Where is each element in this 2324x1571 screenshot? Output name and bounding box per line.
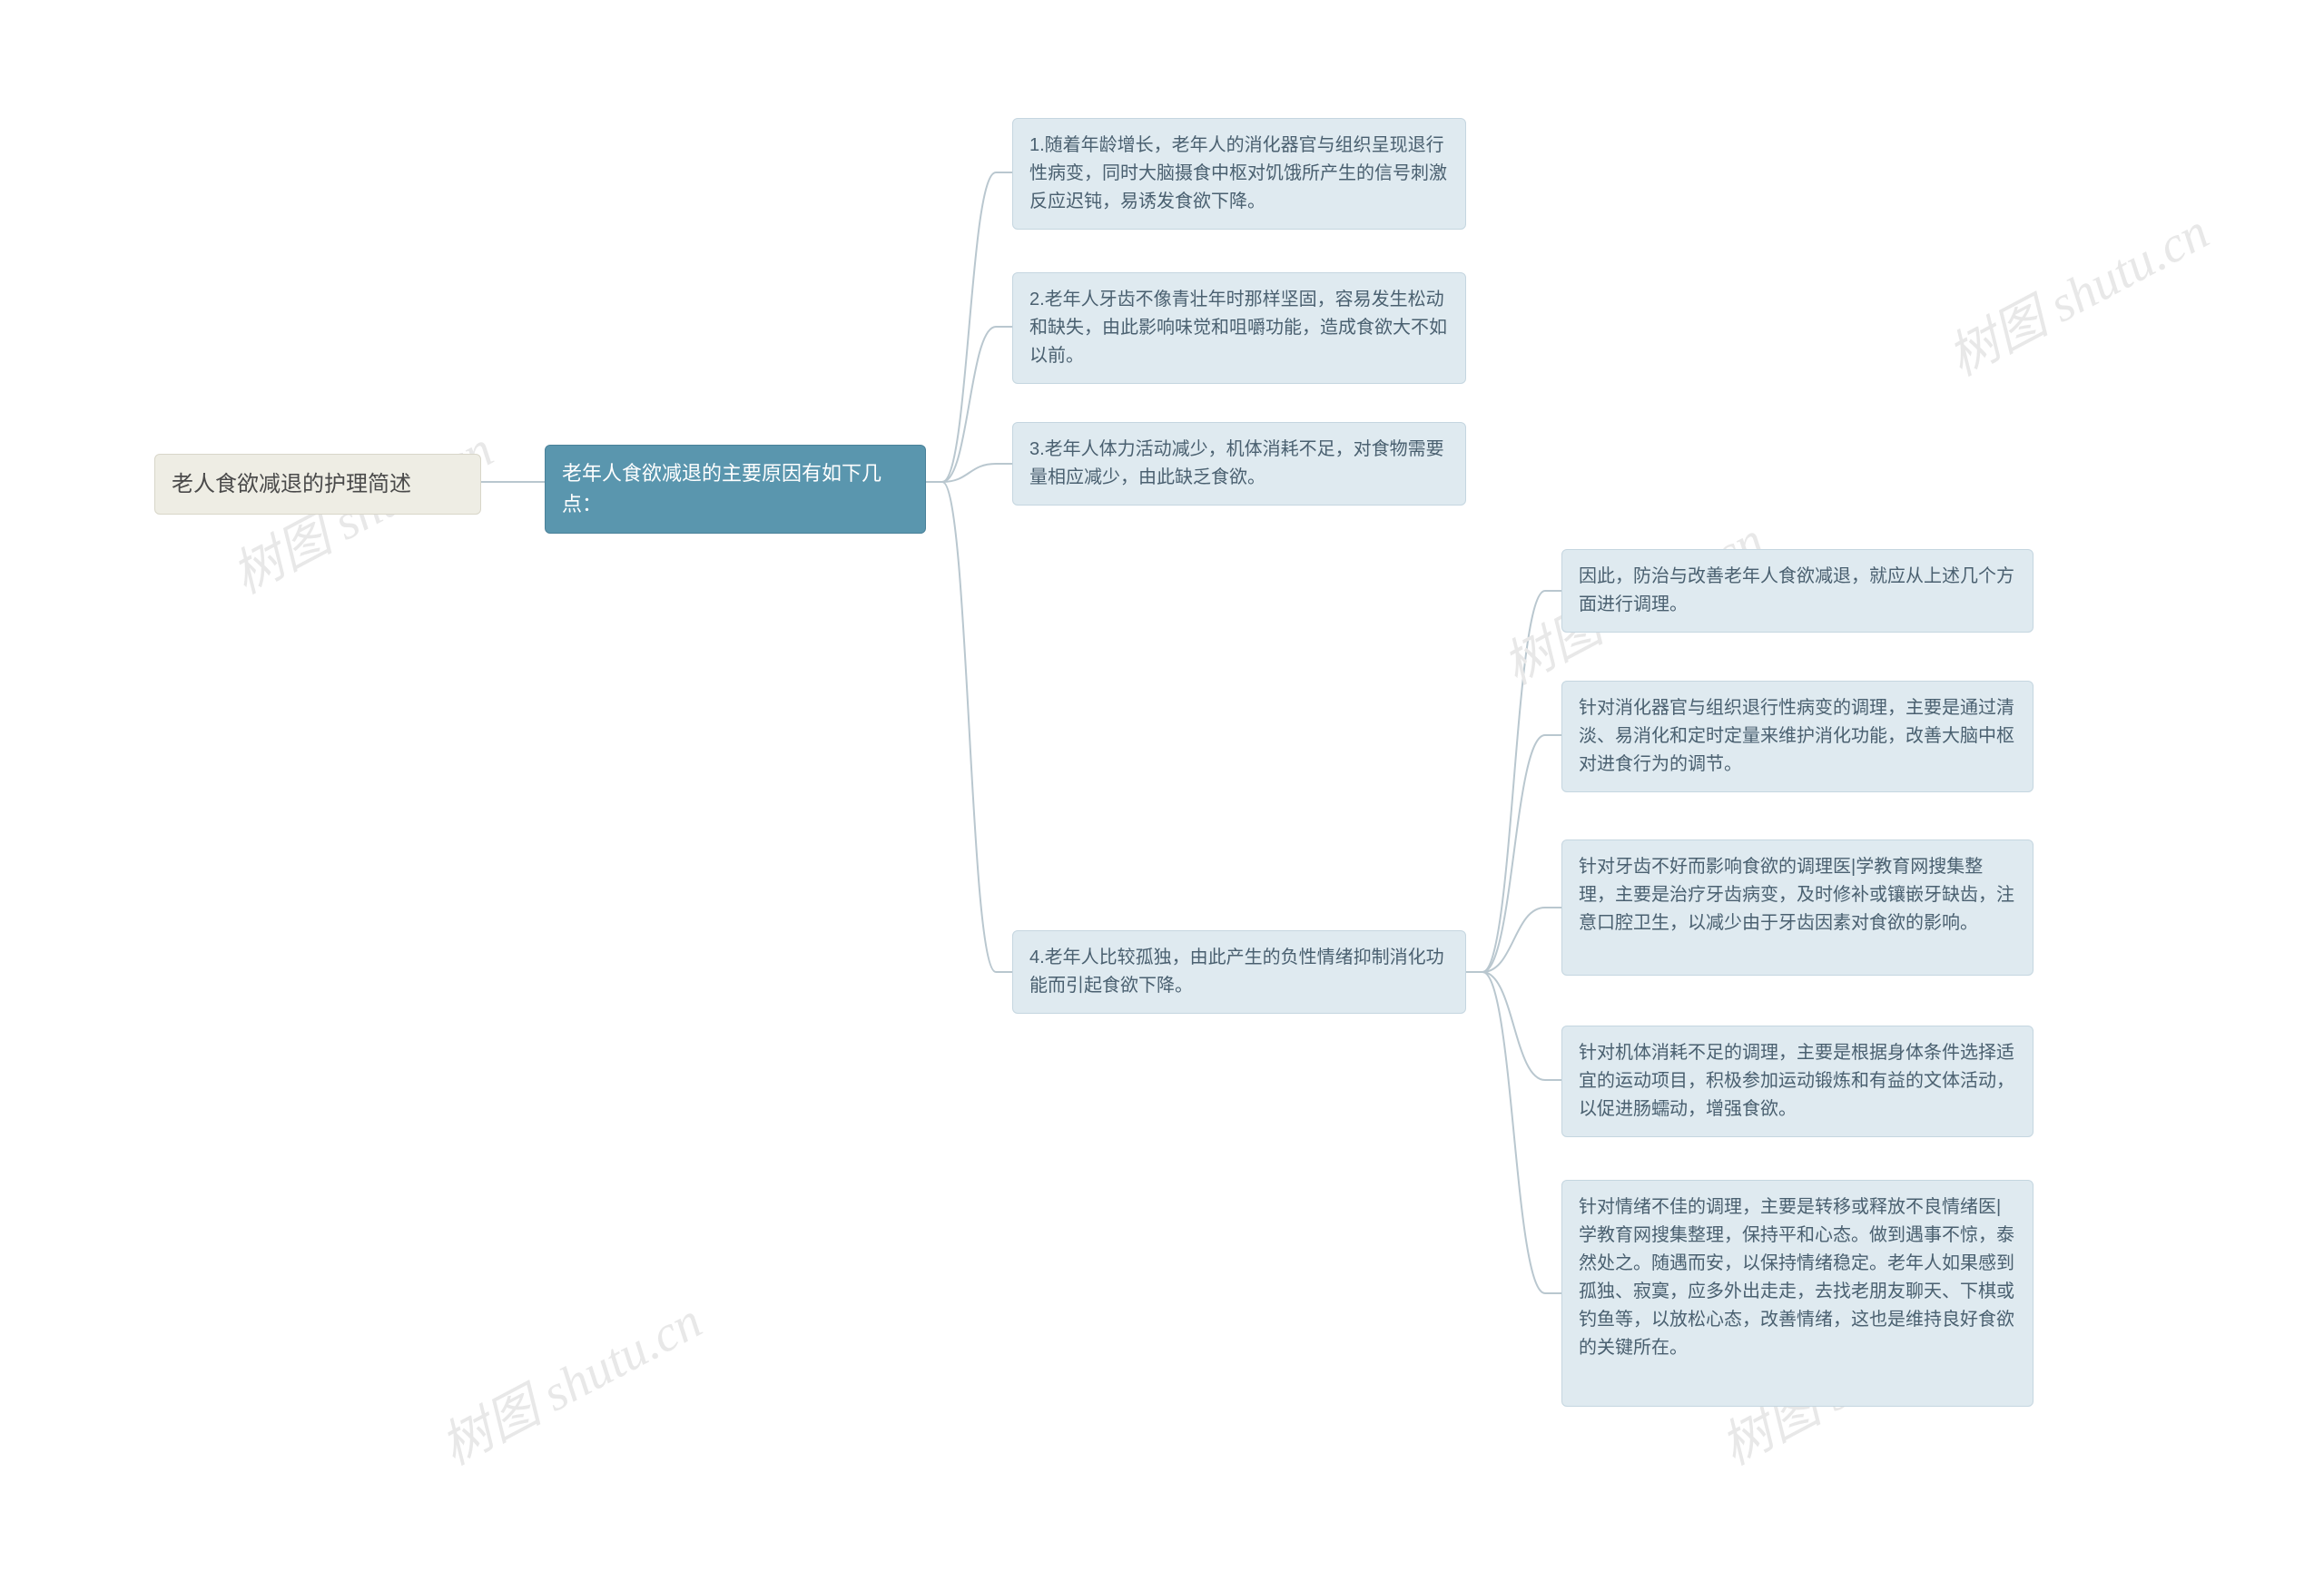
node-text: 4.老年人比较孤独，由此产生的负性情绪抑制消化功能而引起食欲下降。 [1029, 948, 1444, 996]
node-text: 针对牙齿不好而影响食欲的调理医|学教育网搜集整理，主要是治疗牙齿病变，及时修补或… [1579, 857, 2014, 933]
mindmap-cause-node-2[interactable]: 2.老年人牙齿不像青壮年时那样坚固，容易发生松动和缺失，由此影响味觉和咀嚼功能，… [1012, 272, 1466, 384]
connector-edge [1466, 591, 1561, 972]
mindmap-advice-node-3[interactable]: 针对牙齿不好而影响食欲的调理医|学教育网搜集整理，主要是治疗牙齿病变，及时修补或… [1561, 840, 2034, 976]
connector-edge [926, 464, 1012, 482]
node-text: 老人食欲减退的护理简述 [172, 472, 411, 496]
mindmap-cause-node-3[interactable]: 3.老年人体力活动减少，机体消耗不足，对食物需要量相应减少，由此缺乏食欲。 [1012, 422, 1466, 506]
node-text: 老年人食欲减退的主要原因有如下几点： [562, 462, 881, 515]
node-text: 2.老年人牙齿不像青壮年时那样坚固，容易发生松动和缺失，由此影响味觉和咀嚼功能，… [1029, 290, 1447, 366]
mindmap-cause-node-4[interactable]: 4.老年人比较孤独，由此产生的负性情绪抑制消化功能而引起食欲下降。 [1012, 930, 1466, 1014]
connector-edge [1466, 972, 1561, 1293]
node-text: 因此，防治与改善老年人食欲减退，就应从上述几个方面进行调理。 [1579, 566, 2014, 614]
connector-edge [926, 172, 1012, 482]
mindmap-advice-node-2[interactable]: 针对消化器官与组织退行性病变的调理，主要是通过清淡、易消化和定时定量来维护消化功… [1561, 681, 2034, 792]
watermark: 树图 shutu.cn [426, 1281, 712, 1479]
mindmap-cause-node-1[interactable]: 1.随着年龄增长，老年人的消化器官与组织呈现退行性病变，同时大脑摄食中枢对饥饿所… [1012, 118, 1466, 230]
connector-edge [926, 327, 1012, 482]
mindmap-root-node[interactable]: 老人食欲减退的护理简述 [154, 454, 481, 515]
connector-edge [1466, 972, 1561, 1080]
node-text: 针对机体消耗不足的调理，主要是根据身体条件选择适宜的运动项目，积极参加运动锻炼和… [1579, 1043, 2014, 1119]
connector-edge [1466, 908, 1561, 972]
node-text: 3.老年人体力活动减少，机体消耗不足，对食物需要量相应减少，由此缺乏食欲。 [1029, 439, 1444, 487]
mindmap-advice-node-5[interactable]: 针对情绪不佳的调理，主要是转移或释放不良情绪医|学教育网搜集整理，保持平和心态。… [1561, 1180, 2034, 1407]
connector-edge [926, 482, 1012, 972]
node-text: 1.随着年龄增长，老年人的消化器官与组织呈现退行性病变，同时大脑摄食中枢对饥饿所… [1029, 135, 1447, 211]
node-text: 针对消化器官与组织退行性病变的调理，主要是通过清淡、易消化和定时定量来维护消化功… [1579, 698, 2014, 774]
node-text: 针对情绪不佳的调理，主要是转移或释放不良情绪医|学教育网搜集整理，保持平和心态。… [1579, 1197, 2014, 1358]
connector-edge [1466, 735, 1561, 972]
mindmap-advice-node-4[interactable]: 针对机体消耗不足的调理，主要是根据身体条件选择适宜的运动项目，积极参加运动锻炼和… [1561, 1026, 2034, 1137]
mindmap-advice-node-1[interactable]: 因此，防治与改善老年人食欲减退，就应从上述几个方面进行调理。 [1561, 549, 2034, 633]
mindmap-main-node[interactable]: 老年人食欲减退的主要原因有如下几点： [545, 445, 926, 534]
watermark: 树图 shutu.cn [1933, 191, 2219, 390]
